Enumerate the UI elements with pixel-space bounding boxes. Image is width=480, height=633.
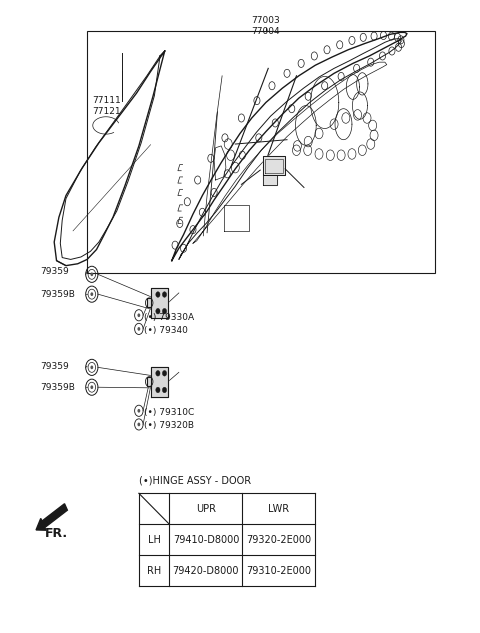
- Circle shape: [156, 292, 160, 298]
- Circle shape: [162, 387, 167, 392]
- Polygon shape: [263, 156, 285, 175]
- Text: 79359B: 79359B: [40, 290, 75, 299]
- Circle shape: [156, 387, 160, 392]
- Circle shape: [137, 327, 140, 331]
- Circle shape: [90, 272, 93, 276]
- Text: (•) 79310C: (•) 79310C: [144, 408, 194, 417]
- Text: 79359: 79359: [40, 361, 69, 371]
- Circle shape: [156, 308, 160, 314]
- Text: FR.: FR.: [45, 527, 68, 541]
- Circle shape: [90, 385, 93, 389]
- Text: 79359: 79359: [40, 267, 69, 277]
- Circle shape: [162, 370, 167, 376]
- Polygon shape: [147, 377, 151, 386]
- Text: LH: LH: [148, 535, 161, 545]
- Text: RH: RH: [147, 566, 161, 576]
- Circle shape: [90, 292, 93, 296]
- Circle shape: [137, 409, 140, 413]
- Circle shape: [90, 365, 93, 369]
- Polygon shape: [151, 288, 168, 318]
- Polygon shape: [147, 298, 151, 307]
- FancyArrow shape: [36, 504, 67, 530]
- Text: (•) 79340: (•) 79340: [144, 325, 188, 335]
- Bar: [87, 31, 435, 273]
- Circle shape: [137, 313, 140, 317]
- Polygon shape: [263, 175, 276, 185]
- Circle shape: [162, 308, 167, 314]
- Text: 79359B: 79359B: [40, 384, 75, 392]
- Circle shape: [156, 370, 160, 376]
- Text: LWR: LWR: [268, 504, 289, 514]
- Text: 77111
77121: 77111 77121: [92, 96, 120, 116]
- Circle shape: [137, 423, 140, 426]
- Text: 77003
77004: 77003 77004: [252, 16, 280, 36]
- Text: (•)HINGE ASSY - DOOR: (•)HINGE ASSY - DOOR: [139, 476, 251, 486]
- Text: 79410-D8000: 79410-D8000: [173, 535, 239, 545]
- Text: (•) 79330A: (•) 79330A: [144, 313, 194, 322]
- Text: UPR: UPR: [196, 504, 216, 514]
- Text: (•) 79320B: (•) 79320B: [144, 421, 193, 430]
- Polygon shape: [151, 367, 168, 396]
- Text: 79420-D8000: 79420-D8000: [173, 566, 239, 576]
- Text: 79320-2E000: 79320-2E000: [246, 535, 312, 545]
- Circle shape: [162, 292, 167, 298]
- Text: 79310-2E000: 79310-2E000: [246, 566, 312, 576]
